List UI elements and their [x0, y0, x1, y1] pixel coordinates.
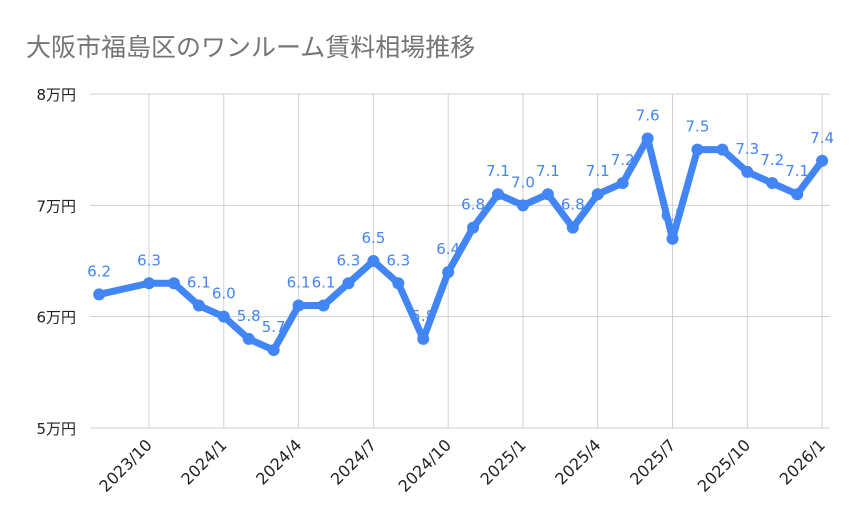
data-point: [716, 143, 729, 156]
data-point: [791, 188, 804, 201]
data-point: [516, 199, 529, 212]
data-label: 6.5: [361, 229, 385, 247]
data-point: [367, 255, 380, 267]
data-label: 6.0: [212, 285, 236, 303]
data-label: 6.8: [561, 196, 585, 214]
data-label: 7.5: [686, 118, 710, 136]
data-label: 7.1: [486, 162, 510, 180]
data-label: 7.6: [636, 107, 660, 125]
data-point: [641, 132, 654, 145]
data-point: [217, 310, 230, 323]
x-tick-label: 2025/4: [551, 435, 604, 488]
data-point: [492, 188, 505, 201]
data-point: [766, 177, 779, 190]
data-point: [192, 299, 205, 312]
chart-title: 大阪市福島区のワンルーム賃料相場推移: [26, 33, 476, 62]
data-label: 6.3: [386, 251, 410, 269]
data-point: [541, 188, 554, 201]
data-point: [292, 299, 305, 312]
data-point: [741, 165, 754, 178]
x-tick-label: 2025/1: [477, 435, 530, 488]
data-point: [691, 143, 704, 156]
data-point: [666, 232, 679, 245]
data-point: [342, 277, 355, 290]
data-label: 7.4: [810, 129, 834, 147]
data-point: [93, 288, 106, 301]
data-point: [816, 154, 829, 167]
x-tick-label: 2025/10: [694, 435, 754, 495]
data-label: 7.1: [536, 162, 560, 180]
y-tick-label: 6万円: [36, 309, 76, 327]
data-label: 7.2: [760, 151, 784, 169]
data-point: [591, 188, 604, 201]
x-tick-label: 2026/1: [776, 435, 829, 488]
data-label: 6.1: [187, 274, 211, 292]
data-point: [317, 299, 330, 312]
y-tick-label: 8万円: [36, 86, 76, 104]
data-label: 6.2: [87, 262, 111, 280]
data-point: [143, 277, 155, 290]
data-point: [392, 277, 405, 290]
data-label: 7.0: [511, 173, 535, 191]
data-label: 5.8: [237, 307, 261, 325]
data-label: 6.4: [436, 240, 460, 258]
data-label: 7.2: [611, 151, 635, 169]
data-label: 6.3: [137, 251, 161, 269]
x-tick-label: 2024/4: [252, 435, 305, 488]
data-label: 6.1: [287, 274, 311, 292]
series-line: [95, 135, 826, 354]
data-label: 6.8: [461, 196, 485, 214]
data-label: 6.7: [661, 207, 685, 225]
data-point: [616, 177, 629, 190]
data-point: [417, 332, 430, 345]
data-label: 7.3: [735, 140, 759, 158]
data-label: 7.1: [785, 162, 809, 180]
data-label: 6.1: [312, 274, 336, 292]
x-tick-label: 2025/7: [626, 435, 679, 488]
x-tick-label: 2024/7: [327, 435, 380, 488]
y-tick-label: 5万円: [36, 420, 76, 438]
data-point: [566, 221, 579, 234]
x-tick-label: 2024/1: [177, 435, 230, 488]
x-tick-label: 2024/10: [395, 435, 455, 495]
data-point: [242, 332, 255, 345]
data-point: [167, 277, 180, 290]
data-point: [267, 344, 280, 357]
data-point: [467, 221, 480, 234]
data-point: [442, 266, 455, 279]
y-tick-label: 7万円: [36, 197, 76, 215]
data-label: 5.8: [411, 307, 435, 325]
data-label: 5.7: [262, 318, 286, 336]
x-tick-label: 2023/10: [95, 435, 155, 495]
data-label: 7.1: [586, 162, 610, 180]
data-label: 6.3: [337, 251, 361, 269]
